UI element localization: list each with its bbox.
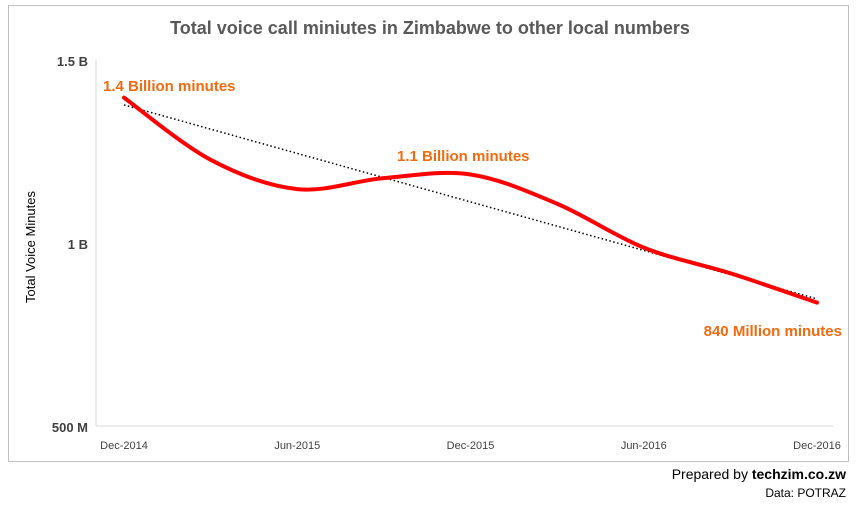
prepared-by-credit: Prepared by techzim.co.zw xyxy=(672,466,846,482)
x-tick-label: Dec-2016 xyxy=(793,440,841,452)
y-tick-label: 500 M xyxy=(52,420,88,435)
data-annotation: 840 Million minutes xyxy=(704,323,842,340)
prepared-by-site: techzim.co.zw xyxy=(751,466,846,482)
chart-title: Total voice call miniutes in Zimbabwe to… xyxy=(170,18,690,38)
x-tick-label: Dec-2015 xyxy=(447,440,495,452)
series-line xyxy=(122,95,819,305)
prepared-by-prefix: Prepared by xyxy=(671,466,752,482)
y-tick-label: 1.5 B xyxy=(57,54,88,69)
data-annotation: 1.4 Billion minutes xyxy=(103,78,236,95)
x-tick-label: Dec-2014 xyxy=(100,440,148,452)
chart-frame xyxy=(8,5,849,462)
x-tick-label: Jun-2016 xyxy=(621,440,667,452)
data-annotation: 1.1 Billion minutes xyxy=(397,148,530,165)
x-tick-label: Jun-2015 xyxy=(274,440,320,452)
y-axis-label: Total Voice Minutes xyxy=(23,191,38,304)
y-tick-label: 1 B xyxy=(68,237,88,252)
data-source-credit: Data: POTRAZ xyxy=(765,486,846,500)
